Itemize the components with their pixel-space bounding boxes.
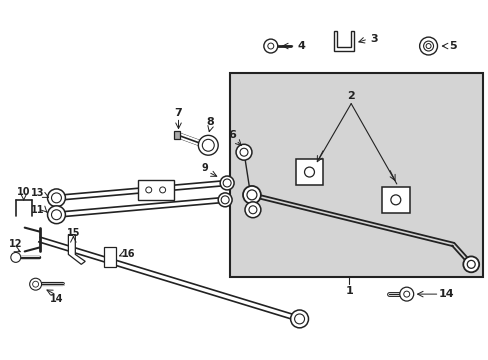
Circle shape — [11, 252, 20, 262]
Text: 2: 2 — [346, 91, 354, 101]
Text: 14: 14 — [50, 294, 63, 304]
Circle shape — [145, 187, 151, 193]
Circle shape — [467, 260, 474, 268]
Circle shape — [403, 291, 409, 297]
Text: 7: 7 — [174, 108, 182, 117]
Circle shape — [160, 187, 165, 193]
Bar — [295, 159, 323, 185]
Circle shape — [202, 139, 214, 151]
Bar — [104, 247, 116, 267]
Circle shape — [264, 39, 277, 53]
Polygon shape — [68, 235, 85, 264]
Bar — [173, 131, 180, 139]
Text: 8: 8 — [206, 117, 214, 127]
Circle shape — [30, 278, 41, 290]
Bar — [381, 187, 409, 213]
Text: 6: 6 — [228, 130, 236, 140]
Circle shape — [423, 41, 433, 51]
Text: 11: 11 — [31, 205, 44, 215]
Circle shape — [294, 314, 304, 324]
Bar — [138, 180, 173, 200]
Circle shape — [425, 44, 430, 49]
Text: 10: 10 — [17, 187, 30, 197]
Circle shape — [218, 193, 232, 207]
Text: 4: 4 — [297, 41, 305, 51]
Circle shape — [51, 193, 61, 203]
Circle shape — [47, 189, 65, 207]
Circle shape — [246, 190, 256, 200]
Circle shape — [399, 287, 413, 301]
Text: 5: 5 — [448, 41, 456, 51]
Circle shape — [290, 310, 308, 328]
Circle shape — [267, 43, 273, 49]
Circle shape — [244, 202, 260, 218]
Circle shape — [390, 195, 400, 205]
Circle shape — [33, 281, 39, 287]
Polygon shape — [334, 31, 353, 51]
Text: 9: 9 — [202, 163, 208, 173]
Circle shape — [47, 206, 65, 224]
Circle shape — [198, 135, 218, 155]
Circle shape — [240, 148, 247, 156]
Circle shape — [462, 256, 478, 272]
Text: 1: 1 — [345, 286, 352, 296]
Text: 15: 15 — [66, 228, 80, 238]
Text: 13: 13 — [31, 188, 44, 198]
Circle shape — [236, 144, 251, 160]
Circle shape — [221, 196, 229, 204]
Bar — [230, 73, 482, 277]
Text: 3: 3 — [369, 34, 377, 44]
Circle shape — [243, 186, 260, 204]
Text: 12: 12 — [9, 239, 22, 249]
Circle shape — [304, 167, 314, 177]
Circle shape — [223, 179, 231, 187]
Circle shape — [220, 176, 234, 190]
Text: 16: 16 — [122, 249, 135, 260]
Circle shape — [248, 206, 256, 214]
Text: 14: 14 — [438, 289, 453, 299]
Circle shape — [419, 37, 437, 55]
Circle shape — [51, 210, 61, 220]
